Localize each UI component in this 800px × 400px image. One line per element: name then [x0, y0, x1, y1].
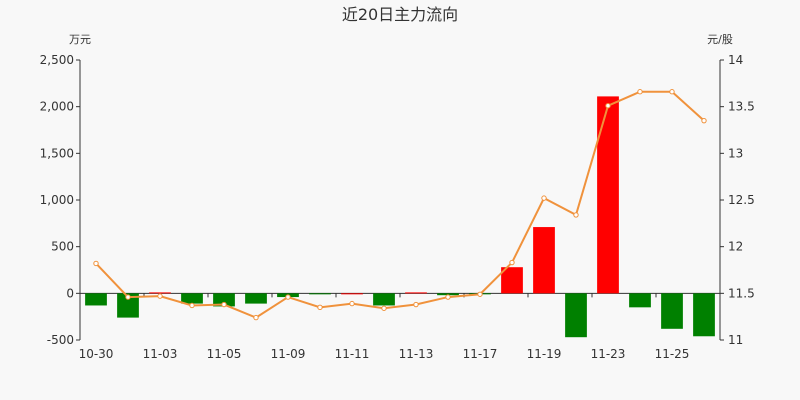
x-tick-label: 11-11 [335, 347, 370, 361]
right-tick-label: 13.5 [728, 100, 755, 114]
right-tick-label: 11.5 [728, 286, 755, 300]
right-tick-label: 13 [728, 146, 743, 160]
price-point [669, 89, 675, 95]
price-point [349, 300, 355, 307]
price-point [189, 302, 195, 309]
x-tick-label: 11-09 [271, 347, 306, 361]
flow-bar [309, 293, 331, 295]
x-tick-label: 11-25 [655, 347, 690, 361]
left-tick-label: 1,000 [40, 193, 74, 207]
flow-bar [565, 293, 587, 338]
price-point [413, 301, 419, 308]
x-tick-label: 11-17 [463, 347, 498, 361]
price-point [701, 117, 707, 124]
x-tick-label: 10-30 [79, 347, 114, 361]
x-tick-label: 11-13 [399, 347, 434, 361]
price-point [157, 293, 163, 299]
price-point [605, 103, 611, 109]
left-tick-label: 0 [66, 286, 74, 300]
flow-bar [341, 293, 363, 295]
price-line [95, 90, 705, 319]
x-tick-label: 11-03 [143, 347, 178, 361]
flow-bar [533, 227, 555, 294]
left-tick-label: 2,000 [40, 100, 74, 114]
bar-series [85, 96, 715, 338]
right-tick-label: 12.5 [728, 193, 755, 207]
price-point [285, 294, 291, 300]
price-point [477, 291, 483, 297]
flow-bar [629, 293, 651, 308]
x-tick-label: 11-19 [527, 347, 562, 361]
flow-bar [245, 293, 267, 304]
price-line-series [93, 89, 707, 321]
flow-bar [597, 96, 619, 294]
right-axis-unit: 元/股 [707, 33, 733, 46]
flow-bar [213, 293, 235, 307]
price-point [317, 304, 323, 311]
axes-group: 2,500 2,000 1,500 1,000 500 0 -500 14 13.5 13 12.5… [40, 53, 755, 361]
flow-bar [661, 293, 683, 329]
right-tick-label: 11 [728, 333, 743, 347]
left-tick-label: 2,500 [40, 53, 74, 67]
price-point [509, 259, 515, 266]
x-tick-label: 11-23 [591, 347, 626, 361]
price-point [637, 89, 643, 95]
left-tick-label: 1,500 [40, 146, 74, 160]
flow-bar [373, 293, 395, 306]
price-point [93, 260, 99, 267]
price-point [221, 301, 227, 308]
x-tick-label: 11-05 [207, 347, 242, 361]
left-tick-label: 500 [51, 240, 74, 254]
price-point [541, 195, 547, 201]
price-point [573, 212, 579, 218]
flow-bar [149, 292, 171, 294]
chart-title: 近20日主力流向 [342, 5, 458, 24]
right-tick-label: 12 [728, 240, 743, 254]
price-point [253, 314, 259, 321]
price-point [381, 305, 387, 311]
flow-bar [405, 292, 427, 294]
left-tick-label: -500 [47, 333, 74, 347]
flow-bar [437, 293, 459, 296]
flow-bar [501, 267, 523, 294]
price-point [125, 294, 131, 300]
right-tick-label: 14 [728, 53, 743, 67]
left-axis-unit: 万元 [69, 33, 91, 46]
price-point [445, 294, 451, 300]
flow-bar [181, 293, 203, 304]
flow-bar [117, 293, 139, 318]
flow-bar [693, 293, 715, 337]
flow-bar [85, 293, 107, 306]
